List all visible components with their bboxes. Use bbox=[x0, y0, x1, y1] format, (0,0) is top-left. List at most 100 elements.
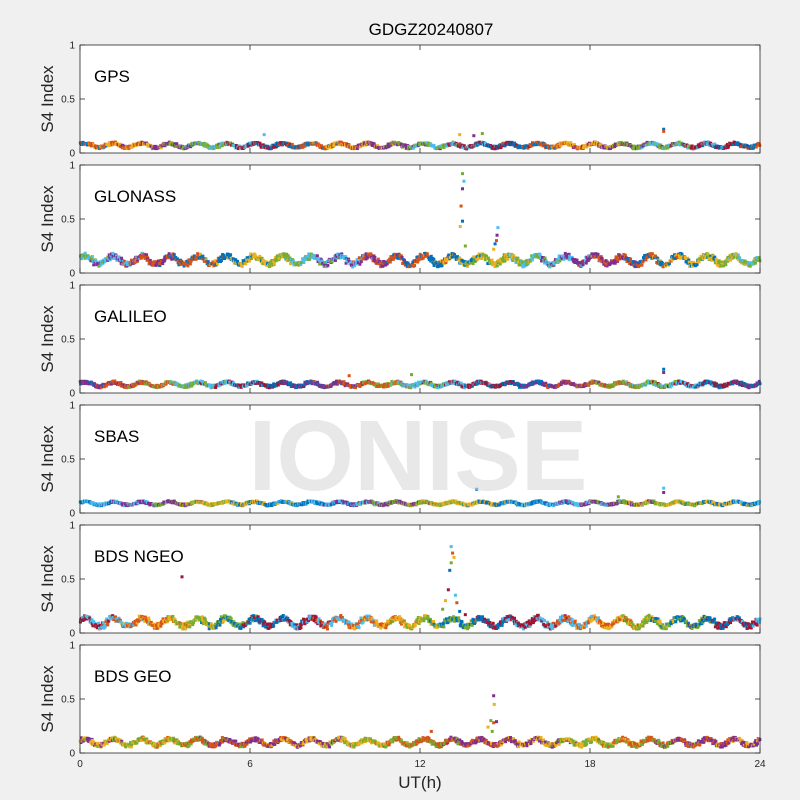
data-point bbox=[188, 262, 192, 266]
data-point bbox=[326, 146, 330, 150]
data-point bbox=[506, 257, 510, 261]
panel-label: GLONASS bbox=[94, 187, 176, 206]
y-axis-label: S4 Index bbox=[38, 185, 57, 253]
data-point bbox=[499, 146, 503, 150]
data-point bbox=[96, 261, 100, 265]
data-point bbox=[90, 257, 94, 261]
data-point bbox=[167, 252, 171, 256]
spike-point bbox=[495, 233, 499, 237]
data-point bbox=[706, 143, 710, 147]
spike-point bbox=[662, 127, 666, 131]
data-point bbox=[596, 252, 600, 256]
data-point bbox=[696, 143, 700, 147]
data-point bbox=[79, 254, 83, 258]
data-point bbox=[258, 141, 262, 145]
data-points bbox=[78, 127, 762, 151]
data-point bbox=[637, 264, 641, 268]
spike-point bbox=[480, 132, 484, 136]
data-point bbox=[326, 263, 330, 267]
data-point bbox=[83, 251, 87, 255]
data-point bbox=[275, 141, 279, 145]
spike-point bbox=[662, 129, 666, 133]
data-point bbox=[482, 141, 486, 145]
y-tick-label: 0.5 bbox=[61, 95, 75, 106]
data-point bbox=[530, 258, 534, 262]
data-point bbox=[170, 141, 174, 145]
spike-point bbox=[461, 172, 464, 176]
data-point bbox=[648, 142, 652, 146]
spike-point bbox=[493, 242, 497, 246]
data-point bbox=[235, 144, 239, 148]
data-point bbox=[445, 144, 449, 148]
data-point bbox=[575, 258, 579, 262]
data-point bbox=[495, 264, 499, 268]
data-point bbox=[302, 260, 306, 264]
data-point bbox=[516, 146, 520, 150]
data-point bbox=[339, 140, 343, 144]
data-point bbox=[225, 141, 229, 145]
data-point bbox=[566, 141, 570, 145]
data-point bbox=[413, 264, 417, 268]
data-point bbox=[701, 143, 705, 147]
y-tick-label: 0 bbox=[69, 269, 75, 280]
data-point bbox=[689, 146, 693, 150]
data-point bbox=[289, 144, 293, 148]
data-point bbox=[290, 142, 294, 146]
spike-point bbox=[458, 225, 462, 229]
data-point bbox=[594, 140, 598, 144]
data-point bbox=[618, 141, 622, 145]
spike-point bbox=[472, 134, 476, 138]
data-point bbox=[272, 262, 276, 266]
data-point bbox=[726, 144, 730, 148]
data-point bbox=[688, 144, 692, 148]
data-point bbox=[103, 260, 107, 264]
data-point bbox=[285, 141, 289, 145]
y-tick-label: 0.5 bbox=[61, 335, 75, 346]
data-point bbox=[535, 143, 539, 147]
data-point bbox=[746, 144, 750, 148]
spike-point bbox=[459, 204, 463, 208]
data-point bbox=[80, 256, 84, 260]
data-point bbox=[599, 143, 603, 147]
panel-glonass: 0 0.5 1 S4 Index GLONASS bbox=[38, 161, 762, 280]
data-point bbox=[218, 145, 222, 149]
y-tick-label: 0.5 bbox=[61, 215, 75, 226]
spike-point bbox=[458, 133, 462, 137]
spike-point bbox=[496, 226, 500, 230]
data-point bbox=[543, 256, 547, 260]
data-point bbox=[400, 142, 404, 146]
data-point bbox=[373, 255, 377, 259]
data-point bbox=[425, 252, 429, 256]
data-point bbox=[493, 147, 497, 151]
y-tick-label: 1 bbox=[69, 161, 75, 172]
spike-point bbox=[463, 244, 467, 248]
data-point bbox=[89, 259, 93, 263]
data-point bbox=[724, 263, 728, 267]
data-point bbox=[319, 144, 323, 148]
data-point bbox=[121, 143, 125, 147]
data-point bbox=[220, 144, 224, 148]
data-point bbox=[303, 144, 307, 148]
data-point bbox=[372, 142, 376, 146]
data-point bbox=[506, 141, 510, 145]
y-tick-label: 0 bbox=[69, 389, 75, 400]
data-point bbox=[207, 144, 211, 148]
spike-point bbox=[461, 219, 464, 223]
y-tick-label: 0 bbox=[69, 149, 75, 160]
data-point bbox=[159, 146, 163, 150]
data-points bbox=[78, 172, 762, 269]
data-point bbox=[474, 141, 478, 145]
data-point bbox=[697, 144, 701, 148]
spike-point bbox=[461, 187, 464, 191]
data-point bbox=[355, 146, 359, 150]
data-point bbox=[581, 263, 585, 267]
data-point bbox=[359, 260, 363, 264]
y-axis-label: S4 Index bbox=[38, 65, 57, 133]
data-point bbox=[629, 257, 633, 261]
data-point bbox=[94, 259, 98, 263]
data-point bbox=[543, 142, 547, 146]
spike-point bbox=[347, 374, 351, 378]
data-point bbox=[695, 263, 699, 267]
